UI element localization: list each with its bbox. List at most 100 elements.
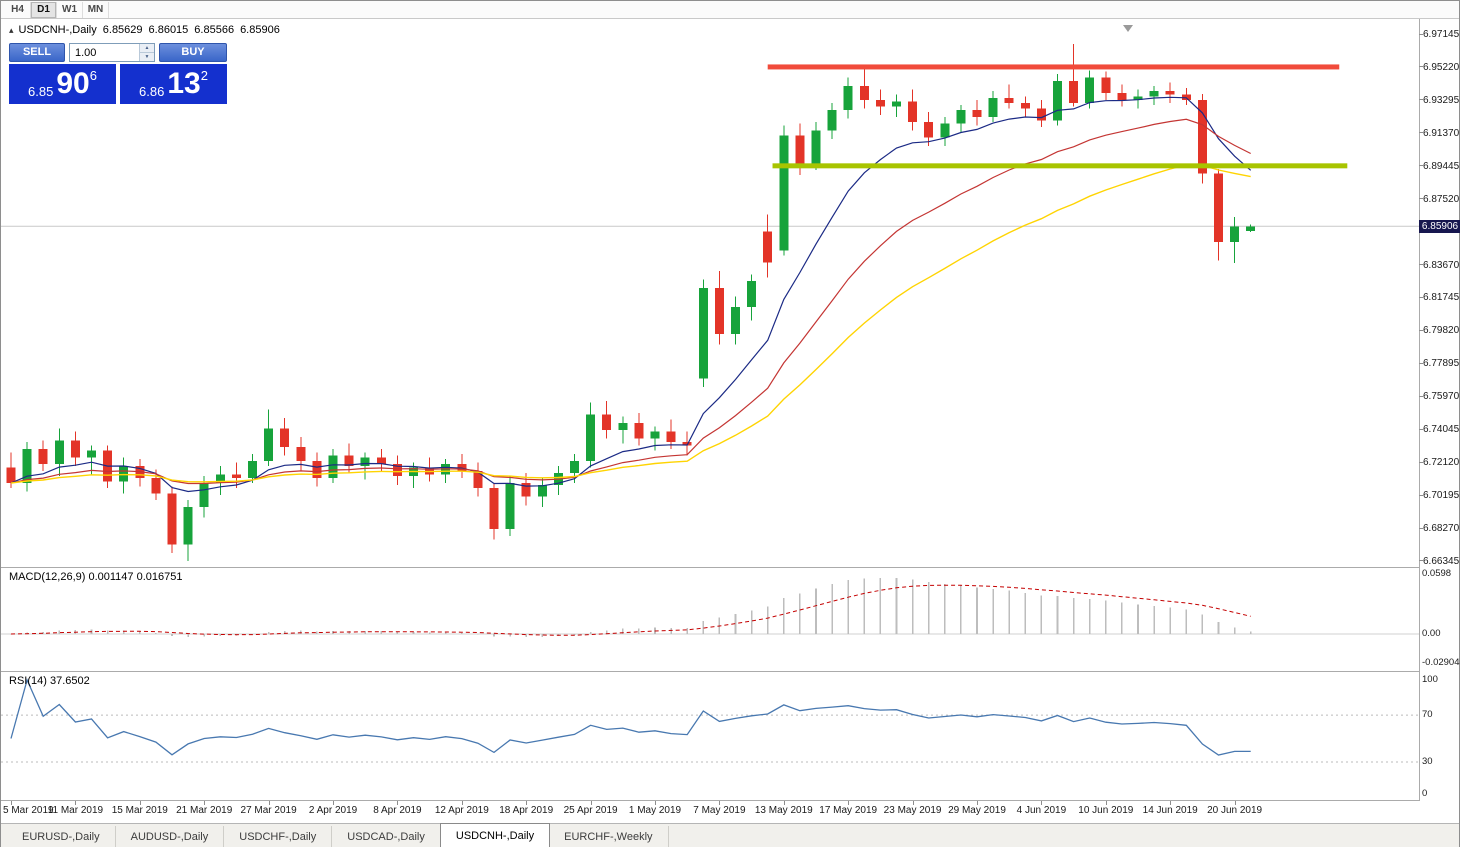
tab-audusd-daily[interactable]: AUDUSD-,Daily bbox=[116, 826, 225, 847]
time-axis-tick bbox=[268, 801, 270, 805]
price-scale-tick bbox=[1419, 461, 1423, 463]
rsi-scale-label: 70 bbox=[1422, 709, 1433, 721]
time-axis-tick bbox=[204, 801, 206, 805]
timeframe-d1-button[interactable]: D1 bbox=[31, 1, 57, 18]
macd-scale-label: -0.029045 bbox=[1422, 657, 1460, 669]
candle-body bbox=[988, 98, 998, 117]
candle-body bbox=[811, 130, 821, 165]
candle-wick bbox=[91, 445, 92, 475]
price-scale-label: 6.97145 bbox=[1423, 29, 1460, 40]
macd-histogram-bar bbox=[1056, 596, 1059, 634]
tab-usdcnh-daily[interactable]: USDCNH-,Daily bbox=[439, 823, 551, 847]
volume-input[interactable] bbox=[70, 44, 143, 61]
volume-up-button[interactable]: ▲ bbox=[140, 44, 154, 53]
candle-body bbox=[924, 122, 934, 138]
macd-histogram-bar bbox=[879, 577, 882, 634]
price-scale-tick bbox=[1419, 428, 1423, 430]
candle-body bbox=[280, 428, 290, 448]
tab-eurusd-daily[interactable]: EURUSD-,Daily bbox=[7, 826, 116, 847]
time-axis-tick bbox=[719, 801, 721, 805]
price-scale-tick bbox=[1419, 99, 1423, 101]
volume-down-button[interactable]: ▼ bbox=[140, 53, 154, 61]
tab-eurchf-weekly[interactable]: EURCHF-,Weekly bbox=[549, 826, 669, 847]
candle-body bbox=[634, 423, 644, 439]
bid-price-display[interactable]: 6.85 90 6 bbox=[9, 64, 116, 104]
volume-spinner: ▲ ▼ bbox=[139, 44, 154, 61]
time-axis-tick bbox=[333, 801, 334, 805]
macd-indicator-canvas[interactable] bbox=[1, 568, 1419, 670]
candle-body bbox=[199, 483, 209, 508]
ask-price-display[interactable]: 6.86 13 2 bbox=[120, 64, 227, 104]
candle-body bbox=[70, 440, 80, 458]
macd-histogram-bar bbox=[1072, 598, 1075, 634]
candle-body bbox=[344, 455, 354, 466]
macd-histogram-bar bbox=[766, 606, 769, 634]
timeframe-h4-button[interactable]: H4 bbox=[5, 1, 31, 18]
time-axis-label: 13 May 2019 bbox=[754, 805, 813, 816]
macd-histogram-bar bbox=[42, 631, 44, 634]
candle-body bbox=[537, 484, 547, 497]
candle-body bbox=[763, 231, 773, 263]
macd-rsi-separator[interactable] bbox=[1, 671, 1419, 672]
price-scale-separator bbox=[1419, 19, 1420, 801]
candle-body bbox=[618, 423, 628, 431]
buy-button[interactable]: BUY bbox=[159, 43, 227, 62]
macd-histogram-bar bbox=[686, 628, 688, 634]
one-click-trading-panel: SELL ▲ ▼ BUY 6.85 90 6 6.86 13 2 bbox=[9, 43, 227, 104]
candle-body bbox=[1036, 108, 1046, 121]
macd-histogram-bar bbox=[267, 631, 270, 634]
candle-body bbox=[1069, 80, 1079, 104]
sell-button[interactable]: SELL bbox=[9, 43, 65, 62]
candle-body bbox=[360, 457, 370, 466]
collapse-panel-icon[interactable]: ▴ bbox=[9, 24, 14, 35]
tab-usdchf-daily[interactable]: USDCHF-,Daily bbox=[224, 826, 333, 847]
candle-body bbox=[747, 281, 757, 307]
time-axis-tick bbox=[1170, 801, 1172, 805]
candle-body bbox=[1214, 173, 1223, 242]
rsi-indicator-canvas[interactable] bbox=[1, 672, 1419, 800]
macd-histogram-bar bbox=[316, 631, 318, 634]
candle-body bbox=[489, 488, 499, 530]
quote-open: 6.85629 bbox=[102, 24, 143, 36]
macd-histogram-bar bbox=[1201, 614, 1204, 634]
macd-histogram-bar bbox=[525, 634, 527, 638]
chart-shift-marker-icon[interactable] bbox=[1123, 25, 1133, 32]
timeframe-toolbar: H4 D1 W1 MN bbox=[1, 1, 1459, 19]
price-scale-label: 6.83670 bbox=[1423, 259, 1460, 271]
time-axis-tick bbox=[783, 801, 785, 805]
candle-body bbox=[54, 440, 64, 465]
candle-body bbox=[1053, 80, 1062, 121]
macd-histogram-bar bbox=[1185, 609, 1188, 634]
candle-body bbox=[312, 460, 322, 478]
candle-body bbox=[296, 447, 306, 461]
macd-histogram-bar bbox=[203, 634, 205, 637]
rsi-title: RSI(14) 37.6502 bbox=[9, 675, 90, 687]
time-axis-label: 7 May 2019 bbox=[693, 805, 746, 816]
time-axis-tick bbox=[590, 801, 592, 805]
price-scale-tick bbox=[1419, 132, 1423, 134]
price-scale-tick bbox=[1419, 560, 1423, 562]
candle-body bbox=[956, 110, 966, 124]
macd-histogram-bar bbox=[58, 630, 61, 634]
price-scale-tick bbox=[1419, 198, 1423, 200]
ask-point: 2 bbox=[200, 68, 208, 83]
candle-body bbox=[827, 110, 837, 131]
timeframe-mn-button[interactable]: MN bbox=[83, 1, 109, 18]
candle-body bbox=[264, 428, 274, 461]
candle-body bbox=[1085, 77, 1095, 104]
bid-point: 6 bbox=[89, 68, 97, 83]
price-scale-label: 6.74045 bbox=[1423, 424, 1460, 436]
candle-body bbox=[940, 123, 950, 138]
time-axis-label: 29 May 2019 bbox=[948, 805, 1006, 816]
candle-body bbox=[392, 464, 402, 477]
price-chart-canvas[interactable] bbox=[1, 19, 1419, 567]
macd-histogram-bar bbox=[106, 630, 109, 634]
main-macd-separator[interactable] bbox=[1, 567, 1419, 568]
tab-usdcad-daily[interactable]: USDCAD-,Daily bbox=[332, 826, 441, 847]
candle-body bbox=[328, 455, 338, 478]
current-price-badge: 6.85906 bbox=[1419, 219, 1460, 233]
macd-histogram-bar bbox=[1153, 606, 1155, 634]
time-axis-tick bbox=[1234, 801, 1236, 805]
price-scale-label: 6.95220 bbox=[1423, 61, 1460, 73]
timeframe-w1-button[interactable]: W1 bbox=[57, 1, 83, 18]
